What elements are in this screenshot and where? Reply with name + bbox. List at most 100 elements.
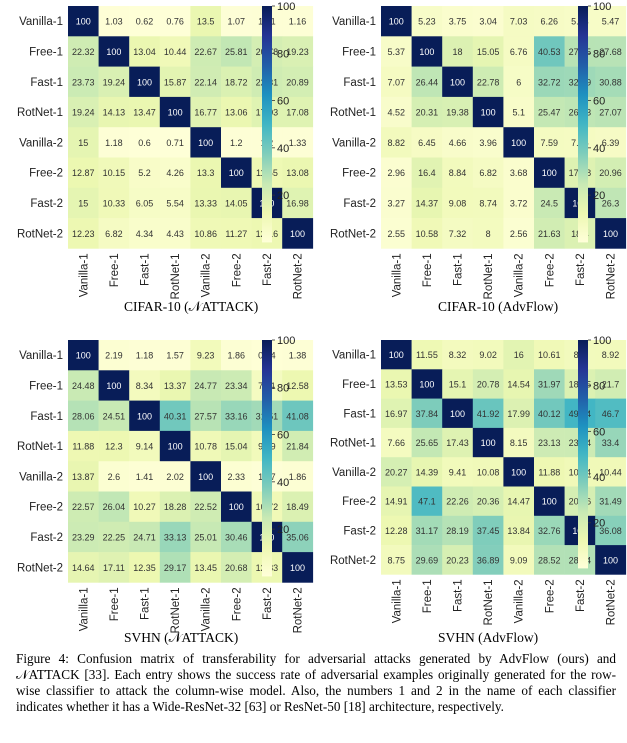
colorbar-tick-label: 40 — [277, 477, 289, 489]
cell-label: 40.53 — [538, 47, 561, 57]
cell-label: 15.04 — [225, 442, 248, 452]
heatmap-cell — [129, 552, 161, 583]
colorbar-tick-label: 80 — [277, 48, 289, 60]
cell-label: 31.49 — [599, 497, 622, 507]
heatmap-cell — [190, 340, 222, 371]
cell-label: 16.77 — [194, 108, 217, 118]
heatmap-cell — [190, 461, 222, 492]
heatmap-cell — [472, 515, 504, 546]
heatmap-cell — [411, 427, 443, 458]
heatmap-cell — [221, 461, 252, 492]
cell-label: 6.26 — [541, 17, 559, 27]
cell-label: 41.08 — [286, 411, 309, 421]
cell-label: 5.2 — [138, 168, 151, 178]
heatmap-cell — [411, 187, 443, 219]
cell-label: 100 — [603, 555, 618, 565]
heatmap-cell — [503, 398, 535, 429]
cell-label: 5.23 — [418, 17, 436, 27]
cell-label: 7.66 — [388, 438, 406, 448]
cell-label: 13.3 — [197, 168, 215, 178]
cell-label: 10.33 — [103, 198, 126, 208]
col-tick-label: Fast-2 — [262, 253, 274, 286]
cell-label: 31.97 — [538, 379, 561, 389]
heatmap-cell — [129, 461, 161, 492]
cell-label: 100 — [389, 350, 404, 360]
row-tick-label: Fast-2 — [343, 198, 376, 210]
col-tick-label: Free-1 — [422, 579, 434, 613]
cell-label: 1.03 — [105, 17, 123, 27]
cell-label: 14.05 — [225, 198, 248, 208]
row-tick-label: RotNet-2 — [330, 555, 376, 567]
cell-label: 24.48 — [72, 381, 95, 391]
heatmap-cell — [159, 96, 191, 128]
cell-label: 25.65 — [416, 438, 439, 448]
cell-label: 13.53 — [385, 379, 408, 389]
cell-label: 13.5 — [197, 17, 215, 27]
cell-label: 41.92 — [477, 409, 500, 419]
colorbar-tick-label: 20 — [277, 190, 289, 202]
chart-title: CIFAR-10 (𝒩ATTACK) — [124, 299, 258, 314]
cell-label: 31.17 — [416, 526, 439, 536]
col-tick-label: RotNet-2 — [293, 587, 305, 633]
cell-label: 9.14 — [136, 442, 154, 452]
heatmap-cell — [68, 187, 99, 219]
row-tick-label: Free-2 — [342, 496, 376, 508]
cell-label: 100 — [542, 168, 557, 178]
chart-title: CIFAR-10 (AdvFlow) — [438, 299, 558, 314]
heatmap-cell — [221, 340, 252, 371]
cell-label: 37.45 — [477, 526, 500, 536]
cell-label: 100 — [481, 108, 496, 118]
col-tick-label: Fast-2 — [262, 587, 274, 620]
cell-label: 100 — [168, 442, 183, 452]
cell-label: 23.13 — [538, 438, 561, 448]
col-tick-label: Free-2 — [231, 587, 243, 621]
cell-label: 27.68 — [599, 47, 622, 57]
cell-label: 0.71 — [166, 138, 184, 148]
heatmap-cell — [595, 515, 627, 546]
cell-label: 8.84 — [449, 168, 467, 178]
colorbar-tick-label: 60 — [277, 96, 289, 108]
heatmap-cell — [129, 6, 161, 37]
heatmap-cell — [503, 66, 535, 98]
heatmap-cell — [534, 457, 565, 487]
cell-label: 23.34 — [225, 381, 248, 391]
heatmap-cell — [221, 521, 252, 553]
heatmap-cell — [68, 96, 99, 128]
heatmap-cell — [595, 369, 627, 399]
colorbar — [578, 340, 588, 569]
heatmap-cell — [159, 36, 191, 67]
cell-label: 20.68 — [225, 563, 248, 573]
heatmap-cell — [282, 340, 314, 371]
cell-label: 21.7 — [602, 379, 620, 389]
cell-label: 8.34 — [136, 381, 154, 391]
col-tick-label: RotNet-1 — [170, 587, 182, 633]
heatmap-cell — [159, 491, 191, 523]
cell-label: 12.58 — [286, 381, 309, 391]
cell-label: 4.52 — [388, 108, 406, 118]
heatmap-cell — [595, 340, 627, 370]
heatmap-cell — [68, 6, 99, 37]
heatmap-cell — [534, 427, 565, 458]
cell-label: 2.96 — [388, 168, 406, 178]
cell-label: 6.05 — [136, 198, 154, 208]
heatmap-cell — [442, 187, 474, 219]
cell-label: 13.06 — [225, 108, 248, 118]
cell-label: 19.24 — [72, 108, 95, 118]
col-tick-label: Free-1 — [422, 253, 434, 287]
heatmap-cell — [442, 36, 474, 67]
heatmap-cell — [503, 96, 535, 128]
heatmap-cell — [595, 66, 627, 98]
heatmap-cell — [68, 340, 99, 371]
heatmap-cell — [534, 369, 565, 399]
cell-label: 3.72 — [510, 198, 528, 208]
heatmap-cell — [282, 430, 314, 462]
colorbar-tick-label: 100 — [277, 1, 295, 13]
cell-label: 10.15 — [103, 168, 126, 178]
cell-label: 11.27 — [225, 229, 247, 239]
heatmap-cell — [503, 545, 535, 575]
cell-label: 8 — [486, 229, 491, 239]
heatmap-cell — [472, 427, 504, 458]
heatmap-cell — [98, 552, 130, 583]
row-tick-label: Vanilla-1 — [332, 16, 376, 28]
heatmap-cell — [595, 545, 627, 575]
